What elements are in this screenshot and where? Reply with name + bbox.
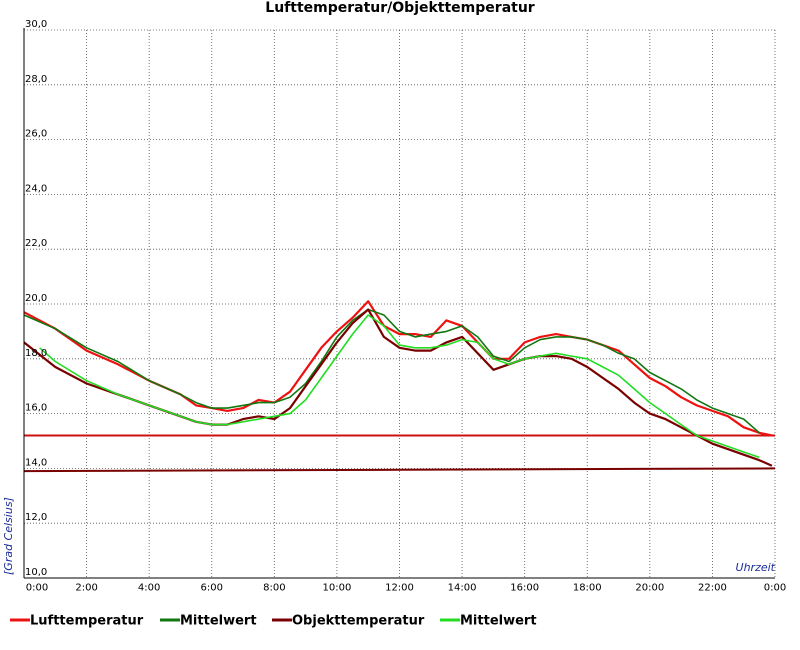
- x-tick-label: 2:00: [75, 582, 97, 593]
- y-tick-label: 14,0: [25, 457, 47, 468]
- y-tick-label: 22,0: [25, 238, 47, 249]
- series-line: [39, 314, 760, 459]
- x-tick-label: 14:00: [448, 582, 477, 593]
- legend: Lufttemperatur Mittelwert Objekttemperatur…: [10, 614, 537, 629]
- x-tick-label: 6:00: [201, 582, 223, 593]
- y-tick-label: 18,0: [25, 348, 47, 359]
- y-axis-label: [Grad Celsius]: [2, 497, 15, 575]
- x-tick-label: 4:00: [138, 582, 160, 593]
- legend-label: Mittelwert: [180, 614, 257, 629]
- legend-label: Lufttemperatur: [30, 614, 144, 629]
- grid: [24, 29, 776, 578]
- reference-lines: [23, 434, 776, 473]
- series-lines: [23, 300, 773, 467]
- legend-item: Objekttemperatur: [272, 614, 425, 629]
- x-tick-label: 18:00: [573, 582, 602, 593]
- y-tick-label: 12,0: [25, 512, 47, 523]
- x-tick-label: 20:00: [635, 582, 664, 593]
- series-line: [23, 300, 773, 437]
- x-tick-label: 0:00: [764, 582, 786, 593]
- x-tick-label: 8:00: [263, 582, 285, 593]
- legend-item: Mittelwert: [160, 614, 257, 629]
- x-tick-label: 12:00: [385, 582, 414, 593]
- y-tick-label: 28,0: [25, 74, 47, 85]
- legend-label: Objekttemperatur: [292, 614, 425, 629]
- x-axis-label: Uhrzeit: [736, 561, 776, 574]
- chart-title: Lufttemperatur/Objekttemperatur: [265, 0, 535, 16]
- y-tick-label: 26,0: [25, 129, 47, 140]
- y-tick-label: 16,0: [25, 403, 47, 414]
- legend-item: Lufttemperatur: [10, 614, 144, 629]
- x-tick-label: 0:00: [26, 582, 48, 593]
- y-tick-label: 24,0: [25, 183, 47, 194]
- y-tick-label: 20,0: [25, 293, 47, 304]
- x-tick-label: 10:00: [323, 582, 352, 593]
- axes: 0:00 2:00 4:00 6:00 8:00 10:00 12:00 14:00 16:00…: [23, 19, 786, 593]
- y-tick-label: 30,0: [25, 19, 47, 30]
- legend-label: Mittelwert: [460, 614, 537, 629]
- reference-line: [23, 467, 776, 473]
- x-tick-label: 22:00: [698, 582, 727, 593]
- legend-item: Mittelwert: [440, 614, 537, 629]
- series-line: [23, 308, 760, 434]
- y-tick-label: 10,0: [25, 567, 47, 578]
- x-tick-label: 16:00: [510, 582, 539, 593]
